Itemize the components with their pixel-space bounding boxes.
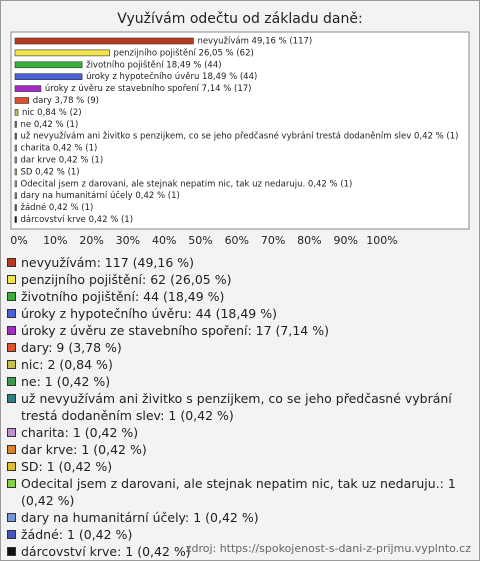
bar	[14, 73, 83, 80]
legend-swatch	[7, 445, 16, 454]
legend-item: Odecital jsem z darovani, ale stejnak ne…	[7, 475, 469, 509]
legend-label: nic: 2 (0,84 %)	[21, 357, 113, 372]
x-tick-label: 60%	[225, 234, 249, 247]
bar	[14, 204, 17, 211]
bar-label: nic 0,84 % (2)	[22, 108, 82, 118]
legend: nevyužívám: 117 (49,16 %) penzijního poji…	[7, 254, 469, 560]
bar	[14, 132, 17, 140]
bar-label: už nevyužívám ani živitko s penzijkem, c…	[21, 131, 459, 142]
bar	[14, 144, 17, 152]
legend-swatch	[7, 513, 16, 522]
chart-title: Využívám odečtu od základu daně:	[117, 11, 362, 27]
x-tick-label: 70%	[261, 234, 285, 247]
legend-label: dary na humanitární účely: 1 (0,42 %)	[21, 510, 259, 525]
legend-label: dárcovství krve: 1 (0,42 %)	[21, 544, 191, 559]
x-tick-label: 50%	[188, 234, 212, 247]
legend-label: úroky z úvěru ze stavebního spoření: 17 …	[21, 323, 329, 338]
x-tick-label: 10%	[43, 234, 67, 247]
legend-item: SD: 1 (0,42 %)	[7, 458, 469, 475]
legend-item: dar krve: 1 (0,42 %)	[7, 441, 469, 458]
chart: Využívám odečtu od základu daně: 0% 10% 20…	[10, 11, 470, 247]
bar-label: dary 3,78 % (9)	[33, 96, 99, 106]
bar-label: dárcovství krve 0,42 % (1)	[21, 215, 134, 225]
bar-label: úroky z hypotečního úvěru 18,49 % (44)	[86, 71, 257, 82]
legend-swatch	[7, 547, 16, 556]
legend-label: penzijního pojištění: 62 (26,05 %)	[21, 272, 232, 287]
legend-swatch	[7, 258, 16, 267]
legend-swatch	[7, 428, 16, 437]
bar	[14, 156, 17, 164]
legend-item: dary: 9 (3,78 %)	[7, 339, 469, 356]
bar	[14, 216, 17, 223]
source: zdroj: https://spokojenost-s-dani-z-prij…	[185, 542, 471, 555]
legend-label: Odecital jsem z darovani, ale stejnak ne…	[21, 476, 456, 508]
legend-label: ne: 1 (0,42 %)	[21, 374, 111, 389]
legend-item: úroky z úvěru ze stavebního spoření: 17 …	[7, 322, 469, 339]
bar-label: dar krve 0,42 % (1)	[21, 156, 104, 166]
legend-swatch	[7, 377, 16, 386]
legend-item: penzijního pojištění: 62 (26,05 %)	[7, 271, 469, 288]
legend-item: životního pojištění: 44 (18,49 %)	[7, 288, 469, 305]
bar	[14, 192, 17, 199]
bar-label: dary na humanitární účely 0,42 % (1)	[21, 190, 180, 201]
bar	[14, 49, 110, 57]
legend-item: úroky z hypotečního úvěru: 44 (18,49 %)	[7, 305, 469, 322]
legend-item: dary na humanitární účely: 1 (0,42 %)	[7, 509, 469, 526]
legend-item: ne: 1 (0,42 %)	[7, 373, 469, 390]
bar-label: žádné 0,42 % (1)	[21, 202, 94, 213]
legend-label: úroky z hypotečního úvěru: 44 (18,49 %)	[21, 306, 277, 321]
bar-label: nevyužívám 49,16 % (117)	[197, 37, 312, 47]
x-tick-label: 20%	[79, 234, 103, 247]
legend-swatch	[7, 326, 16, 335]
x-tick-label: 0%	[10, 234, 27, 247]
bar	[14, 180, 17, 188]
legend-item: dárcovství krve: 1 (0,42 %)	[7, 543, 469, 560]
legend-swatch	[7, 292, 16, 301]
x-tick-label: 30%	[116, 234, 140, 247]
legend-label: žádné: 1 (0,42 %)	[21, 527, 133, 542]
legend-label: SD: 1 (0,42 %)	[21, 459, 113, 474]
legend-swatch	[7, 275, 16, 284]
plot-frame	[10, 31, 470, 230]
bar	[14, 168, 17, 176]
bar	[14, 61, 83, 69]
bar	[14, 37, 194, 45]
x-tick-label: 40%	[152, 234, 176, 247]
legend-swatch	[7, 479, 16, 488]
legend-item: žádné: 1 (0,42 %)	[7, 526, 469, 543]
x-tick-label: 80%	[297, 234, 321, 247]
legend-swatch	[7, 530, 16, 539]
bar-label: životního pojištění 18,49 % (44)	[86, 59, 221, 70]
legend-swatch	[7, 309, 16, 318]
legend-label: dary: 9 (3,78 %)	[21, 340, 122, 355]
legend-swatch	[7, 394, 16, 403]
legend-label: nevyužívám: 117 (49,16 %)	[21, 255, 195, 270]
legend-item: nevyužívám: 117 (49,16 %)	[7, 254, 469, 271]
bar	[14, 85, 42, 92]
x-tick-label: 90%	[333, 234, 357, 247]
legend-label: dar krve: 1 (0,42 %)	[21, 442, 147, 457]
legend-label: už nevyužívám ani živitko s penzijkem, c…	[21, 391, 452, 423]
legend-label: charita: 1 (0,42 %)	[21, 425, 139, 440]
bar-label: ne 0,42 % (1)	[21, 120, 79, 130]
legend-label: životního pojištění: 44 (18,49 %)	[21, 289, 225, 304]
bar	[14, 97, 30, 104]
bar-label: charita 0,42 % (1)	[21, 144, 98, 154]
bar-label: úroky z úvěru ze stavebního spoření 7,14…	[45, 84, 252, 94]
x-tick-label: 100%	[366, 234, 397, 247]
bar-label: SD 0,42 % (1)	[21, 167, 80, 177]
legend-item: nic: 2 (0,84 %)	[7, 356, 469, 373]
bar	[14, 109, 19, 116]
bar-label: Odecital jsem z darovani, ale stejnak ne…	[21, 179, 353, 189]
legend-swatch	[7, 360, 16, 369]
bar	[14, 121, 17, 128]
bar-label: penzijního pojištění 26,05 % (62)	[114, 47, 254, 58]
legend-item: charita: 1 (0,42 %)	[7, 424, 469, 441]
legend-swatch	[7, 343, 16, 352]
legend-swatch	[7, 462, 16, 471]
legend-item: už nevyužívám ani živitko s penzijkem, c…	[7, 390, 469, 424]
